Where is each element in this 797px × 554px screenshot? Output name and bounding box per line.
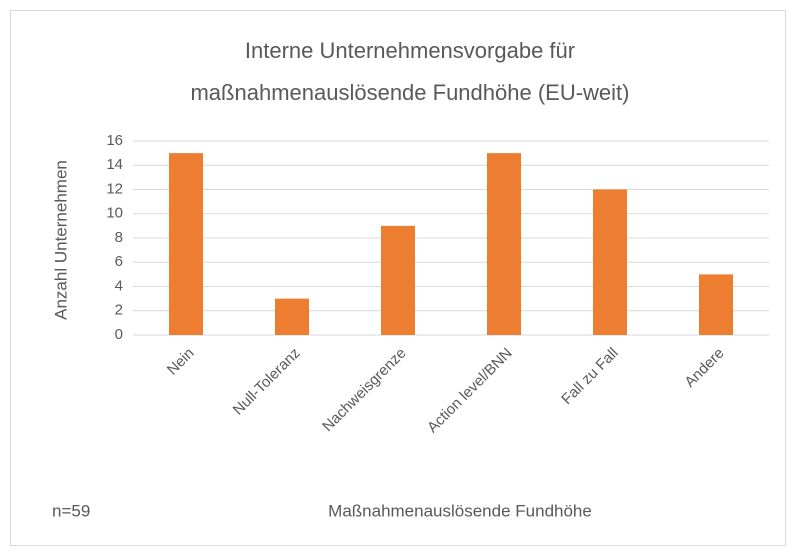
y-tick-label: 2 [115,302,123,319]
y-tick-label: 0 [115,326,123,343]
bar [169,153,203,335]
bar [487,153,521,335]
y-tick-label: 8 [115,229,123,246]
annotation: n=59 [52,501,90,520]
y-tick-label: 4 [115,277,123,294]
y-axis-title: Anzahl Unternehmen [51,160,70,320]
y-tick-label: 10 [106,205,123,222]
y-tick-label: 16 [106,132,123,149]
chart-title: maßnahmenauslösende Fundhöhe (EU-weit) [190,80,629,105]
y-tick-label: 14 [106,156,123,173]
bar [699,274,733,335]
y-tick-label: 12 [106,180,123,197]
x-axis-title: Maßnahmenauslösende Fundhöhe [328,501,592,520]
chart-title: Interne Unternehmensvorgabe für [245,38,575,63]
bar [275,298,309,335]
y-tick-label: 6 [115,253,123,270]
bar [381,225,415,335]
bar [593,189,627,335]
